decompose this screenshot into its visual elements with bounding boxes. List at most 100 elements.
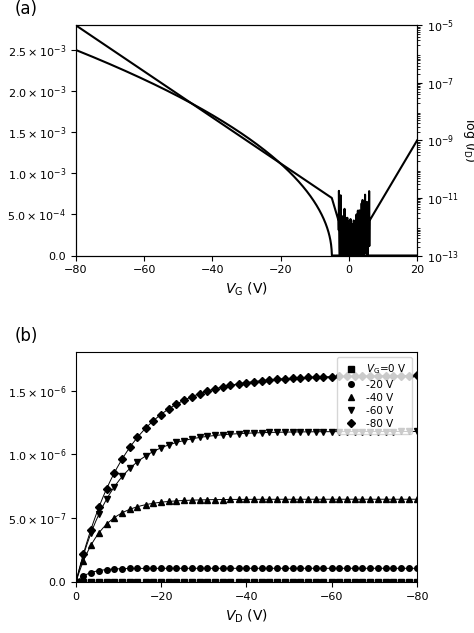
-60 V	[297, 428, 303, 436]
$V_{\mathrm{G}}$=0 V	[212, 579, 218, 586]
-40 V	[274, 496, 280, 503]
-40 V	[352, 496, 358, 503]
$V_{\mathrm{G}}$=0 V	[352, 579, 358, 586]
-60 V	[313, 428, 319, 436]
-60 V	[243, 429, 249, 437]
-80 V	[204, 387, 210, 395]
$V_{\mathrm{G}}$=0 V	[96, 579, 102, 586]
-60 V	[228, 430, 233, 438]
-60 V	[236, 430, 241, 437]
$V_{\mathrm{G}}$=0 V	[243, 579, 249, 586]
$V_{\mathrm{G}}$=0 V	[228, 579, 233, 586]
-80 V	[290, 374, 295, 382]
-60 V	[189, 435, 195, 442]
$V_{\mathrm{G}}$=0 V	[399, 579, 404, 586]
$V_{\mathrm{G}}$=0 V	[383, 579, 389, 586]
X-axis label: $V_{\mathrm{G}}$ (V): $V_{\mathrm{G}}$ (V)	[225, 281, 268, 298]
Legend: $V_{\mathrm{G}}$=0 V, -20 V, -40 V, -60 V, -80 V: $V_{\mathrm{G}}$=0 V, -20 V, -40 V, -60 …	[337, 358, 412, 434]
-60 V	[81, 552, 86, 560]
-80 V	[259, 377, 264, 384]
$V_{\mathrm{G}}$=0 V	[337, 579, 342, 586]
-40 V	[119, 509, 125, 517]
$V_{\mathrm{G}}$=0 V	[104, 579, 109, 586]
-20 V	[228, 565, 233, 572]
-20 V	[189, 565, 195, 572]
$V_{\mathrm{G}}$=0 V	[266, 579, 272, 586]
-80 V	[375, 372, 381, 380]
Y-axis label: log ($I_{\mathrm{D}}$): log ($I_{\mathrm{D}}$)	[461, 118, 474, 163]
-20 V	[220, 565, 226, 572]
$V_{\mathrm{G}}$=0 V	[197, 579, 202, 586]
$V_{\mathrm{G}}$=0 V	[150, 579, 156, 586]
$V_{\mathrm{G}}$=0 V	[329, 579, 335, 586]
-60 V	[266, 429, 272, 436]
-40 V	[228, 496, 233, 503]
-40 V	[189, 496, 195, 504]
-40 V	[375, 496, 381, 503]
$V_{\mathrm{G}}$=0 V	[88, 579, 94, 586]
-80 V	[150, 417, 156, 425]
Line: $V_{\mathrm{G}}$=0 V: $V_{\mathrm{G}}$=0 V	[73, 579, 420, 585]
$V_{\mathrm{G}}$=0 V	[297, 579, 303, 586]
-20 V	[367, 565, 373, 572]
-40 V	[236, 496, 241, 503]
-20 V	[104, 566, 109, 573]
-40 V	[181, 497, 187, 505]
-20 V	[166, 565, 172, 572]
-20 V	[406, 565, 412, 572]
-60 V	[204, 432, 210, 440]
-80 V	[360, 372, 365, 380]
-40 V	[414, 496, 420, 503]
-80 V	[88, 526, 94, 534]
-20 V	[306, 565, 311, 572]
-80 V	[111, 470, 117, 477]
-40 V	[220, 496, 226, 503]
-80 V	[337, 373, 342, 380]
-80 V	[104, 485, 109, 492]
-20 V	[150, 565, 156, 572]
-80 V	[119, 455, 125, 463]
-60 V	[173, 439, 179, 446]
-40 V	[406, 496, 412, 503]
X-axis label: $V_{\mathrm{D}}$ (V): $V_{\mathrm{D}}$ (V)	[225, 608, 268, 625]
-40 V	[283, 496, 288, 503]
-40 V	[306, 496, 311, 503]
Line: -60 V: -60 V	[73, 429, 420, 585]
-40 V	[81, 558, 86, 565]
-60 V	[220, 431, 226, 439]
-20 V	[173, 565, 179, 572]
-40 V	[173, 497, 179, 505]
-40 V	[320, 496, 326, 503]
$V_{\mathrm{G}}$=0 V	[290, 579, 295, 586]
-60 V	[212, 432, 218, 439]
$V_{\mathrm{G}}$=0 V	[143, 579, 148, 586]
-20 V	[119, 565, 125, 572]
-40 V	[143, 501, 148, 508]
-80 V	[390, 372, 396, 379]
-60 V	[251, 429, 256, 437]
-80 V	[96, 503, 102, 511]
-60 V	[383, 428, 389, 436]
-80 V	[399, 372, 404, 379]
-80 V	[228, 382, 233, 389]
Text: (a): (a)	[14, 1, 37, 18]
-80 V	[406, 372, 412, 379]
-40 V	[166, 498, 172, 505]
-60 V	[375, 428, 381, 436]
-80 V	[73, 579, 79, 586]
$V_{\mathrm{G}}$=0 V	[274, 579, 280, 586]
-20 V	[259, 565, 264, 572]
-20 V	[390, 565, 396, 572]
-80 V	[297, 374, 303, 382]
-80 V	[313, 373, 319, 381]
-60 V	[166, 441, 172, 449]
-80 V	[81, 550, 86, 558]
-20 V	[360, 565, 365, 572]
$V_{\mathrm{G}}$=0 V	[306, 579, 311, 586]
-20 V	[313, 565, 319, 572]
-60 V	[96, 510, 102, 518]
-60 V	[111, 484, 117, 491]
-20 V	[158, 565, 164, 572]
-40 V	[337, 496, 342, 503]
-80 V	[173, 401, 179, 408]
